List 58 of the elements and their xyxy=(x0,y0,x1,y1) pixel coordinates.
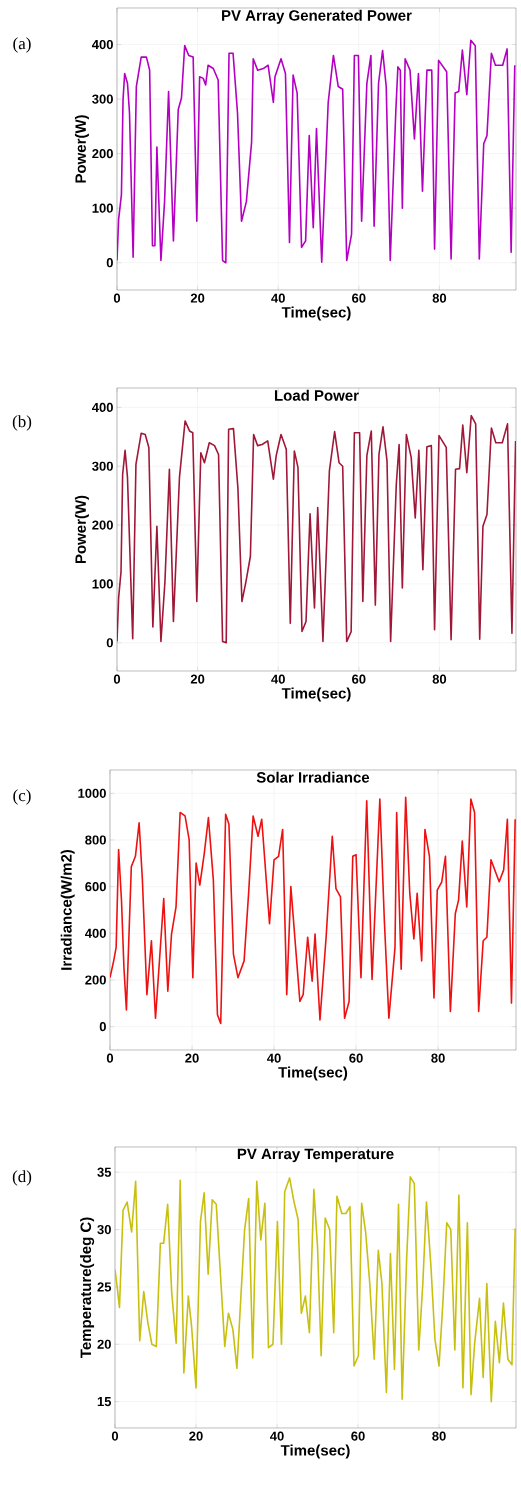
y-tick-label: 300 xyxy=(92,461,113,471)
x-tick-label: 0 xyxy=(113,674,121,684)
y-tick-label: 0 xyxy=(106,638,113,648)
x-tick-label: 80 xyxy=(431,1053,445,1063)
x-axis-title: Time(sec) xyxy=(278,1066,348,1081)
text: (b) xyxy=(12,415,32,431)
x-tick-label: 40 xyxy=(271,293,285,303)
x-tick-label: 60 xyxy=(352,674,366,684)
y-tick-label: 400 xyxy=(91,39,113,50)
text: (c) xyxy=(13,789,31,805)
y-tick-label: 20 xyxy=(97,1339,111,1349)
y-tick-label: 800 xyxy=(85,835,106,845)
text: (a) xyxy=(13,37,31,53)
y-tick-label: 0 xyxy=(99,1022,106,1032)
x-tick-label: 80 xyxy=(432,1431,446,1441)
x-tick-label: 40 xyxy=(267,1053,281,1063)
line-series xyxy=(117,39,516,264)
chart-title: PV Array Generated Power xyxy=(222,9,412,24)
y-tick-label: 1000 xyxy=(78,788,106,798)
y-tick-label: 400 xyxy=(91,402,113,413)
line-series xyxy=(115,1176,516,1403)
x-tick-label: 0 xyxy=(113,293,121,303)
x-tick-label: 20 xyxy=(189,1431,203,1441)
y-tick-label: 100 xyxy=(92,203,113,213)
y-tick-label: 30 xyxy=(97,1224,111,1235)
y-tick-label: 200 xyxy=(92,149,113,159)
y-tick-label: 15 xyxy=(97,1397,112,1407)
chart-title: PV Array Temperature xyxy=(237,1148,394,1163)
y-axis-title: Power(W) xyxy=(74,115,89,183)
y-tick-label: 25 xyxy=(97,1282,112,1292)
x-tick-label: 60 xyxy=(349,1053,363,1063)
line-series xyxy=(117,414,516,644)
x-tick-label: 60 xyxy=(352,293,366,303)
y-tick-label: 100 xyxy=(92,579,113,589)
x-tick-label: 40 xyxy=(271,674,285,684)
x-tick-label: 80 xyxy=(432,674,447,684)
y-tick-label: 400 xyxy=(84,928,106,938)
x-tick-label: 20 xyxy=(185,1053,199,1063)
y-tick-label: 35 xyxy=(97,1167,112,1177)
y-tick-label: 0 xyxy=(106,258,113,268)
x-tick-label: 60 xyxy=(351,1431,365,1441)
y-tick-label: 600 xyxy=(85,882,106,892)
y-axis-title: Irradiance(W/m2) xyxy=(60,849,75,970)
x-tick-label: 40 xyxy=(269,1431,284,1441)
y-tick-label: 300 xyxy=(92,94,113,104)
y-axis-title: Temperature(deg C) xyxy=(80,1217,95,1359)
y-tick-label: 200 xyxy=(92,520,113,530)
x-axis-title: Time(sec) xyxy=(281,306,351,321)
x-axis-title: Time(sec) xyxy=(281,687,351,702)
y-axis-title: Power(W) xyxy=(74,495,89,564)
text: (d) xyxy=(12,1170,32,1186)
chart-title: Solar Irradiance xyxy=(256,771,370,783)
chart-title: Load Power xyxy=(274,389,359,401)
y-tick-label: 200 xyxy=(85,975,106,985)
x-tick-label: 80 xyxy=(432,293,447,303)
x-axis-title: Time(sec) xyxy=(280,1444,350,1459)
x-tick-label: 20 xyxy=(190,674,205,684)
x-tick-label: 20 xyxy=(190,293,205,303)
